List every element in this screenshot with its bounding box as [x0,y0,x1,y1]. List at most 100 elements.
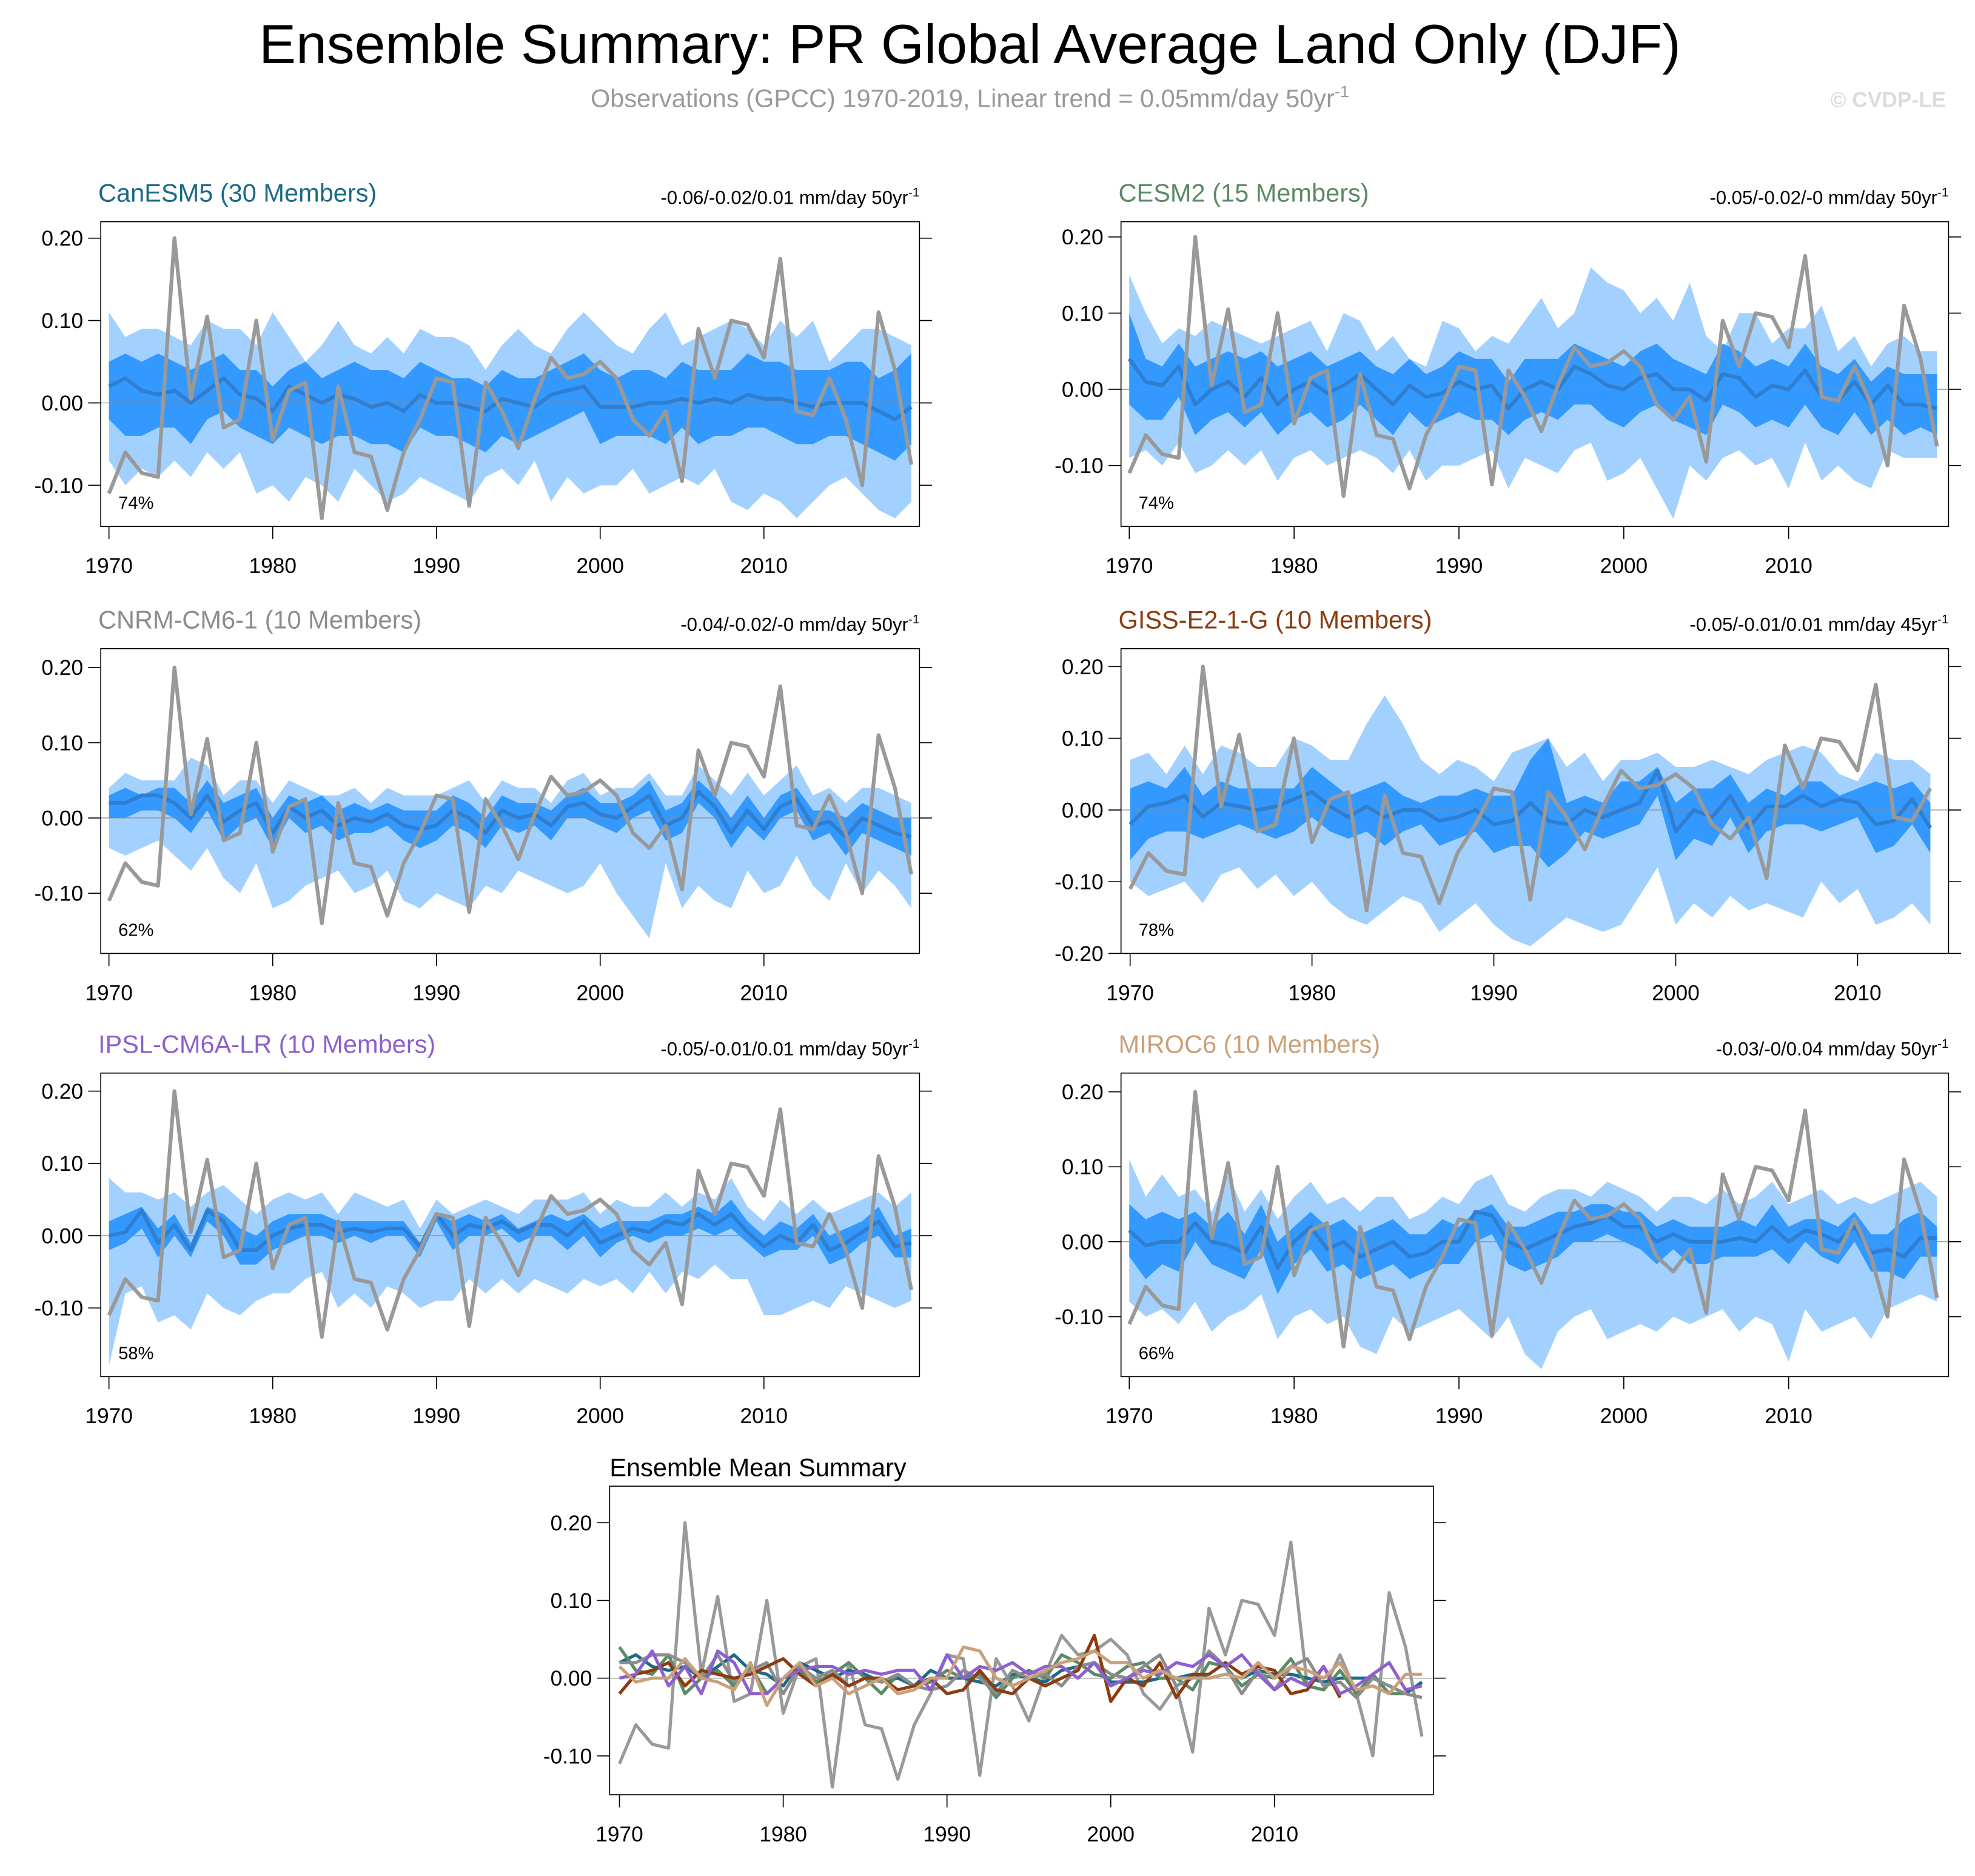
trend-text: -0.04/-0.02/-0 mm/day 50yr [680,614,908,635]
trend-label: -0.04/-0.02/-0 mm/day 50yr-1 [680,612,919,635]
x-tick-label: 2010 [740,981,788,1005]
y-tick-label: 0.10 [41,731,83,755]
panel: -0.20 -0.10 0.00 0.10 0.20 1970 1980 1990 2000 20… [1055,606,1962,1005]
trend-label: -0.05/-0.01/0.01 mm/day 45yr-1 [1689,612,1948,635]
series-line [618,1521,1424,1789]
trend-text: -0.05/-0.01/0.01 mm/day 45yr [1689,614,1937,635]
percent-label: 78% [1139,920,1174,940]
x-tick-label: 2010 [740,1404,788,1428]
y-tick-label: 0.00 [1062,1230,1104,1254]
y-tick-label: 0.00 [41,806,83,830]
y-tick-label: -0.10 [35,882,83,906]
percent-label: 74% [118,494,153,513]
x-tick-label: 1980 [249,1404,297,1428]
trend-text: -0.05/-0.02/-0 mm/day 50yr [1709,187,1937,209]
x-tick-label: 1970 [1105,554,1153,578]
plot-frame [100,648,920,954]
y-tick-label: -0.10 [1055,1305,1103,1329]
y-tick-label: 0.00 [551,1667,592,1690]
x-tick-label: 2000 [1087,1823,1135,1846]
y-tick-label: 0.10 [1062,727,1104,751]
y-tick-label: 0.20 [41,227,83,250]
trend-sup: -1 [1937,612,1948,626]
y-tick-label: 0.00 [41,392,83,415]
x-tick-label: 2000 [577,1404,625,1428]
panel-title: GISS-E2-1-G (10 Members) [1119,606,1432,634]
plot-area [1121,235,1949,519]
y-tick-label: 0.10 [1062,1156,1104,1179]
x-tick-label: 1990 [1435,554,1483,578]
trend-sup: -1 [908,186,919,199]
y-tick-label: 0.00 [1062,799,1104,822]
y-tick-label: 0.10 [41,309,83,333]
x-tick-label: 1980 [1270,1404,1318,1428]
panel: -0.10 0.00 0.10 0.20 1970 1980 1990 2000 2010 IPS… [35,1030,933,1428]
x-tick-label: 1980 [1288,981,1336,1005]
plot-area [101,236,920,520]
y-tick-label: -0.10 [35,1297,83,1321]
x-tick-label: 1970 [1105,1404,1153,1428]
trend-label: -0.05/-0.01/0.01 mm/day 50yr-1 [660,1037,919,1059]
plot-frame [609,1486,1434,1795]
panel-title: CESM2 (15 Members) [1119,178,1369,207]
y-tick-label: 0.20 [1062,226,1104,249]
y-tick-label: -0.10 [1055,871,1103,894]
panel-title: MIROC6 (10 Members) [1119,1030,1381,1059]
x-tick-label: 1990 [923,1823,971,1846]
trend-sup: -1 [1937,186,1948,199]
band [109,1199,911,1265]
y-tick-label: 0.10 [551,1589,592,1613]
x-tick-label: 1990 [412,1404,460,1428]
y-tick-label: 0.20 [41,656,83,680]
x-tick-label: 1990 [1435,1404,1483,1428]
plot-frame [1120,1072,1950,1378]
page-title: Ensemble Summary: PR Global Average Land… [259,13,1681,75]
x-tick-label: 2010 [1765,554,1812,578]
x-tick-label: 2010 [1251,1823,1299,1846]
series-line [109,1208,912,1252]
trend-label: -0.05/-0.02/-0 mm/day 50yr-1 [1709,186,1948,208]
panel: -0.10 0.00 0.10 0.20 1970 1980 1990 2000 2010 CNR… [35,606,933,1005]
y-tick-label: -0.10 [1055,454,1103,478]
series-line [618,1645,1422,1707]
y-tick-label: -0.10 [35,474,83,498]
panel: -0.10 0.00 0.10 0.20 1970 1980 1990 2000 2010 CES… [1055,178,1962,578]
x-tick-label: 1980 [759,1823,807,1846]
y-tick-label: 0.10 [41,1152,83,1176]
x-tick-label: 1990 [1470,981,1518,1005]
plot-area [609,1521,1433,1789]
y-tick-label: 0.00 [1062,378,1104,402]
y-tick-label: 0.20 [41,1080,83,1104]
plot-area [1121,1090,1949,1370]
series-line [107,1089,913,1339]
subtitle-sup: -1 [1335,82,1349,101]
trend-sup: -1 [908,612,919,626]
x-tick-label: 2000 [1600,554,1648,578]
trend-text: -0.05/-0.01/0.01 mm/day 50yr [660,1039,908,1060]
trend-text: -0.03/-0/0.04 mm/day 50yr [1716,1039,1937,1060]
x-tick-label: 1980 [1270,554,1318,578]
y-tick-label: 0.20 [551,1512,592,1535]
x-tick-label: 2000 [577,554,625,578]
x-tick-label: 1970 [85,981,133,1005]
series-line [107,236,913,520]
series-line [1128,768,1933,834]
series-line [1127,1090,1939,1349]
subtitle-text: Observations (GPCC) 1970-2019, Linear tr… [591,84,1335,113]
panel: -0.10 0.00 0.10 0.20 1970 1980 1990 2000 2010 Can… [35,178,933,578]
x-tick-label: 2010 [1765,1404,1812,1428]
plot-area [101,665,920,939]
plot-frame [1120,648,1950,954]
trend-label: -0.03/-0/0.04 mm/day 50yr-1 [1716,1037,1949,1059]
x-tick-label: 2000 [1600,1404,1648,1428]
percent-label: 58% [118,1344,153,1363]
x-tick-label: 2000 [1652,981,1700,1005]
x-tick-label: 1970 [85,1404,133,1428]
plot-frame [1120,221,1950,528]
series-line [107,665,913,925]
percent-label: 62% [118,920,153,940]
x-tick-label: 2000 [577,981,625,1005]
